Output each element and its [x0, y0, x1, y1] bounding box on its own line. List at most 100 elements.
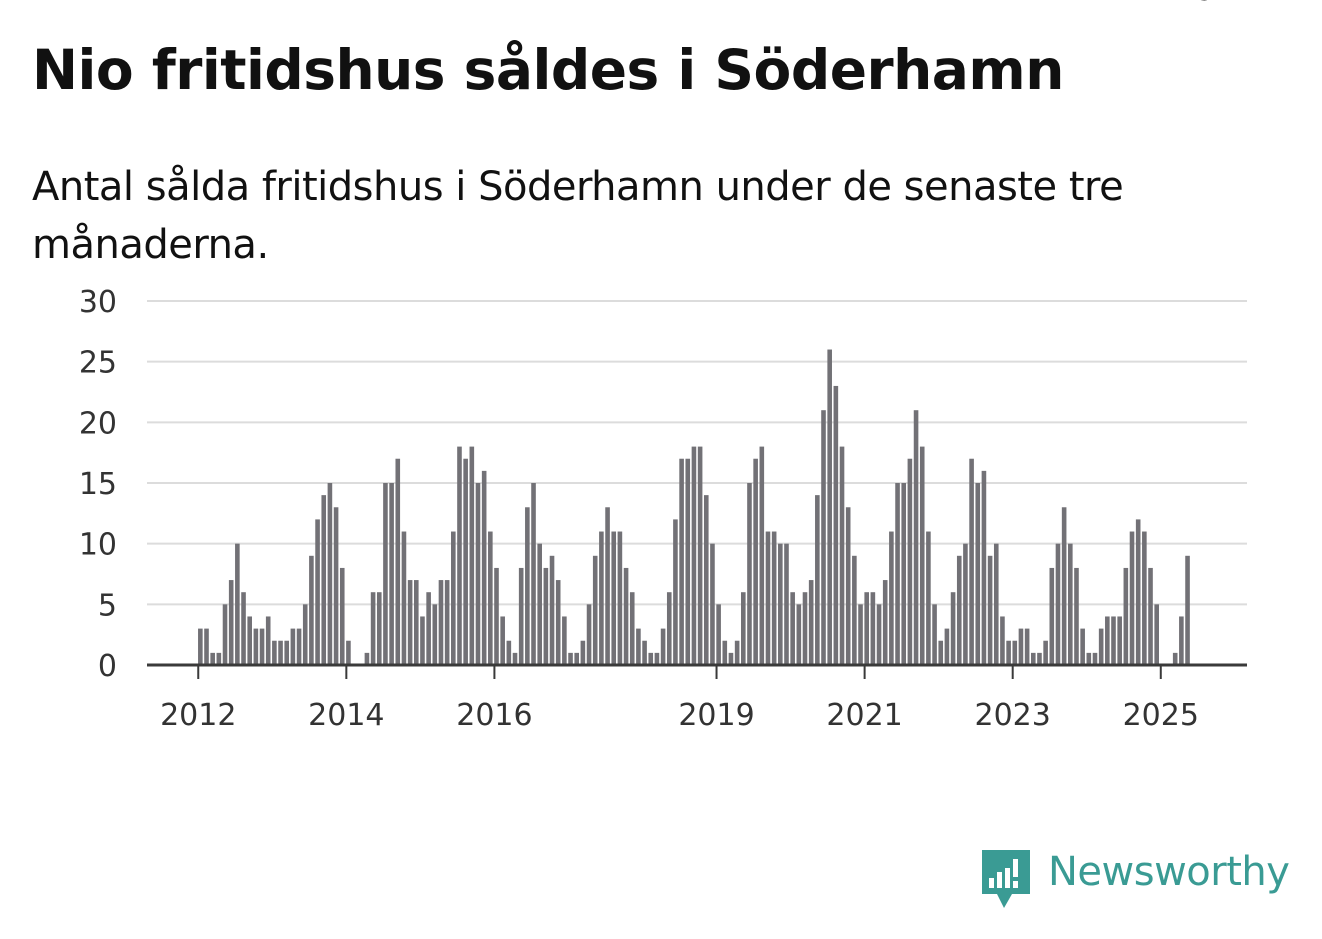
bar: [981, 470, 987, 665]
bar: [1030, 652, 1036, 665]
bar: [537, 543, 542, 665]
bar: [679, 458, 684, 665]
bar: [648, 652, 654, 665]
bar: [543, 567, 549, 665]
highlight-value-label: 9: [1196, 0, 1216, 8]
y-tick-label: 10: [79, 528, 117, 563]
bar: [463, 458, 468, 665]
x-axis-labels: 2012 2014 2016 2019 2021 2023 2025: [160, 698, 1199, 733]
bar: [389, 483, 394, 665]
bar: [895, 483, 900, 665]
bar: [568, 652, 573, 665]
bar: [963, 543, 968, 665]
bar: [778, 543, 783, 665]
bar: [1061, 507, 1067, 665]
bar: [691, 446, 697, 665]
bar: [259, 628, 265, 665]
bar: [821, 410, 826, 665]
bar: [481, 470, 487, 665]
bar: [1074, 567, 1079, 665]
bar: [518, 567, 524, 665]
bar: [784, 543, 789, 665]
bar: [771, 531, 777, 665]
bar: [1111, 616, 1116, 665]
bar: [198, 628, 203, 665]
bar: [475, 483, 481, 665]
bar: [1018, 628, 1024, 665]
bar: [654, 652, 660, 665]
bar: [1092, 652, 1098, 665]
x-axis: [147, 663, 1247, 679]
x-tick-label: 2014: [308, 698, 384, 733]
bar: [950, 592, 956, 665]
bar: [1123, 567, 1129, 665]
bar: [673, 519, 678, 665]
bar: [1179, 616, 1184, 665]
bar: [241, 592, 246, 665]
bar: [864, 592, 869, 665]
chart-title: Nio fritidshus såldes i Söderhamn: [32, 38, 1064, 102]
bar: [531, 483, 536, 665]
bar: [919, 446, 925, 665]
bar: [210, 652, 215, 665]
bar: [833, 385, 839, 665]
bar: [987, 555, 993, 665]
bar: [457, 446, 462, 665]
bar: [759, 446, 765, 665]
bar: [617, 531, 623, 665]
bar: [309, 555, 314, 665]
bar: [346, 640, 351, 665]
x-tick-label: 2023: [975, 698, 1051, 733]
bar: [500, 616, 505, 665]
bar: [790, 592, 795, 665]
bar: [734, 640, 740, 665]
bar: [265, 616, 271, 665]
bar: [302, 604, 308, 665]
bar: [765, 531, 771, 665]
bar: [629, 592, 635, 665]
bar: [901, 483, 907, 665]
annotations: 9: [1196, 0, 1216, 8]
bar: [697, 446, 703, 665]
bar: [420, 616, 425, 665]
bar: [852, 555, 857, 665]
bar: [247, 616, 252, 665]
bar: [623, 567, 629, 665]
bar: [376, 592, 382, 665]
brand-logo: Newsworthy: [982, 849, 1290, 910]
bar: [870, 592, 876, 665]
bar: [802, 592, 808, 665]
bar: [666, 592, 672, 665]
bar: [555, 580, 561, 665]
bar: [808, 580, 814, 665]
bar: [586, 604, 592, 665]
bar: [1135, 519, 1141, 665]
bar: [1055, 543, 1061, 665]
bar: [858, 604, 863, 665]
bar: [204, 628, 209, 665]
bar: [1098, 628, 1104, 665]
bar: [1043, 640, 1048, 665]
bar: [889, 531, 894, 665]
bar: [660, 628, 666, 665]
bar: [753, 458, 758, 665]
bar: [488, 531, 493, 665]
bar: [611, 531, 617, 665]
bar: [444, 580, 450, 665]
bar: [438, 580, 444, 665]
bar: [278, 640, 283, 665]
bar: [1049, 567, 1055, 665]
bar: [315, 519, 320, 665]
bar: [599, 531, 604, 665]
bar: [685, 458, 691, 665]
bar: [605, 507, 610, 665]
y-tick-label: 20: [79, 406, 117, 441]
bar: [574, 652, 580, 665]
bar: [469, 446, 475, 665]
bar: [432, 604, 438, 665]
bar: [993, 543, 999, 665]
bar: [395, 458, 401, 665]
bar: [413, 580, 419, 665]
bar: [222, 604, 228, 665]
bar: [284, 640, 290, 665]
